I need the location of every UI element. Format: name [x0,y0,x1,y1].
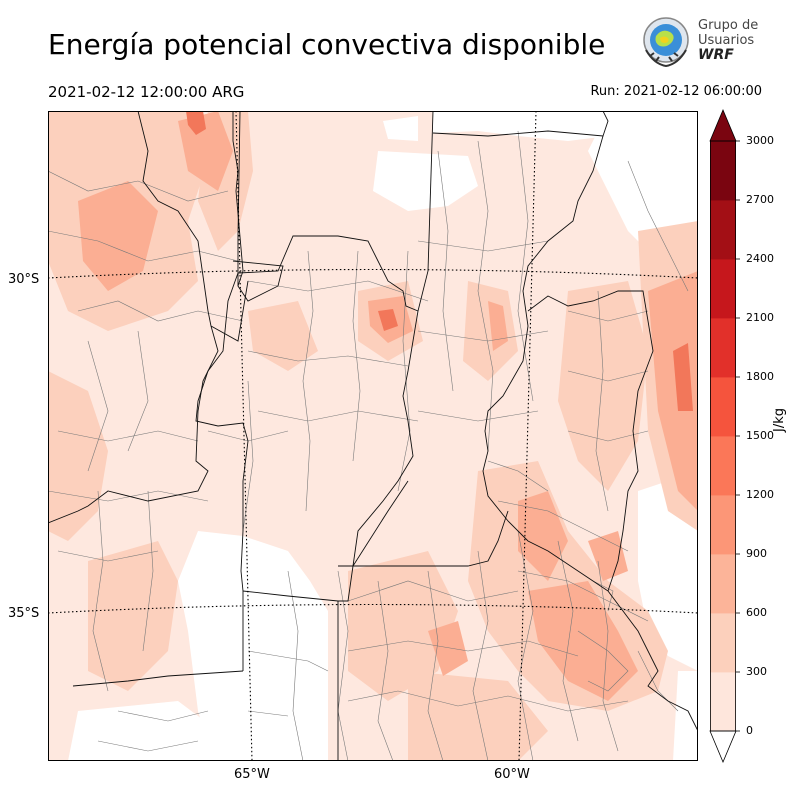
colorbar-bin [710,554,736,614]
logo-line-2: Usuarios [698,33,755,48]
colorbar-tick-label: 1500 [746,429,774,442]
colorbar-tick-label: 1800 [746,370,774,383]
colorbar-bin [710,318,736,378]
colorbar-bin [710,141,736,201]
colorbar-tick-label: 2400 [746,252,774,265]
colorbar-tick-label: 3000 [746,134,774,147]
globe-logo-icon [643,17,689,68]
colorbar-tick-label: 1200 [746,488,774,501]
department-boundaries [48,130,689,761]
colorbar-bin [710,495,736,555]
wrf-users-logo: Grupo de Usuarios WRF [638,14,764,74]
lon-label-60w: 60°W [494,767,530,782]
colorbar-tick-label: 2700 [746,193,774,206]
colorbar-bin [710,613,736,673]
colorbar-tick-label: 0 [746,724,753,737]
map-title: Energía potencial convectiva disponible [48,28,606,61]
colorbar-bin [710,672,736,732]
cape-field-high [78,111,698,701]
lat-label-30s: 30°S [8,272,40,287]
valid-time: 2021-02-12 12:00:00 ARG [48,83,245,101]
map-frame [48,111,698,761]
province-boundaries [48,111,698,761]
cape-field-hotspots [186,111,693,411]
run-time: Run: 2021-02-12 06:00:00 [590,84,762,99]
colorbar-tick-label: 2100 [746,311,774,324]
colorbar-unit-label: J/kg [772,408,787,432]
colorbar-bin [710,377,736,437]
colorbar-bin [710,200,736,260]
graticule [48,111,698,761]
colorbar-tick-label: 600 [746,606,767,619]
colorbar-extend-min [709,730,737,764]
colorbar [709,108,740,764]
colorbar-bin [710,436,736,496]
logo-line-3: WRF [698,47,734,63]
colorbar-extend-max [709,108,737,142]
colorbar-tick-label: 900 [746,547,767,560]
colorbar-bin [710,259,736,319]
colorbar-tick-label: 300 [746,665,767,678]
logo-line-1: Grupo de [698,18,759,33]
lon-label-65w: 65°W [234,767,270,782]
cape-map [48,111,698,761]
lat-label-35s: 35°S [8,606,40,621]
